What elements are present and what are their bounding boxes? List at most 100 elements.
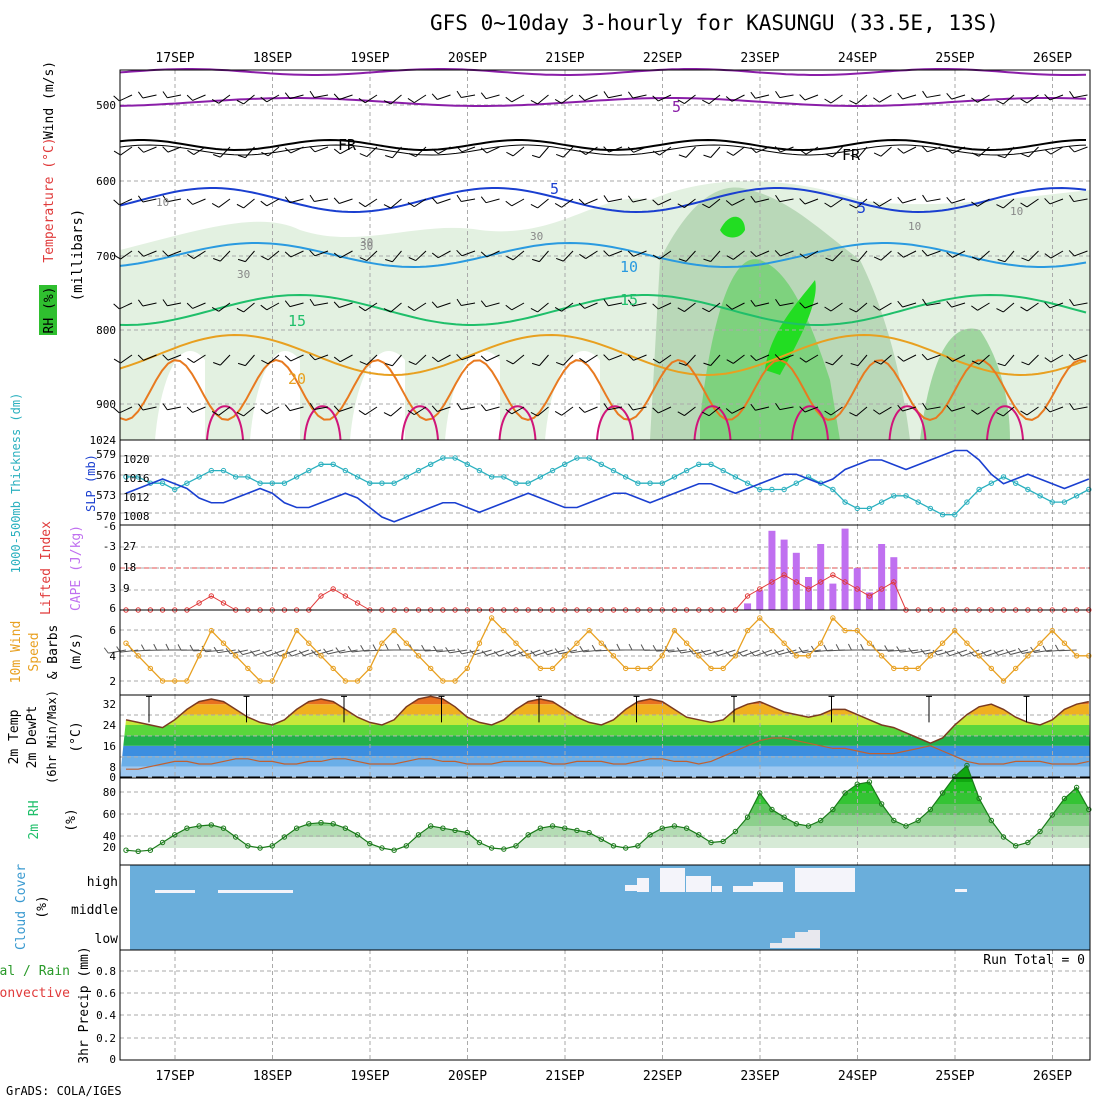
thickness-line [126,457,1090,516]
barb-flag [971,305,978,311]
barb-flag [383,412,392,417]
barb-flag [186,94,193,101]
wind-barb [578,198,598,205]
barb-flag [824,306,832,312]
wind-speed-line-point [854,627,860,634]
lifted-index-line-point [208,593,215,599]
barb-flag [579,253,587,259]
barb-flag [518,650,524,657]
wind-barb [554,406,574,416]
wind-barb [946,146,966,154]
rh-line-point [817,817,824,824]
barb-staff [804,94,819,101]
wind-barb [1020,406,1039,416]
low-cloud [808,930,820,948]
barb-flag [956,651,963,657]
rh-line-point [525,832,531,838]
barb-flag [333,356,341,363]
day-label: 18SEP [253,51,292,66]
barb-staff [486,146,500,154]
barb-staff [977,406,990,415]
wind-barb [237,649,261,656]
thickness-line-point [976,486,982,493]
contour-label: 20 [288,370,306,388]
barb-staff [731,406,745,414]
barb-flag [162,403,168,411]
slp-tick: 1016 [123,472,150,485]
barb-staff [339,146,353,155]
barb-staff [290,250,304,258]
wind-speed-line-point [988,665,995,672]
barb-flag [506,359,514,365]
barb-staff [855,94,868,105]
barb-staff [413,198,427,208]
precip-label-3: 3hr Precip (mm) [77,946,92,1063]
wind-barb [480,354,500,362]
barb-staff [1010,649,1029,655]
wind-barb [506,146,525,157]
wind-barb [531,250,549,263]
rh-line-point [440,825,446,831]
wind-barb [1021,146,1039,158]
barb-flag [333,405,340,412]
barb-flag [652,150,660,156]
barb-staff [1050,354,1064,363]
barb-flag [309,402,315,410]
barb-staff [802,649,821,654]
wind-barb [579,146,598,155]
barb-staff [731,198,745,206]
barb-staff [415,354,427,365]
wind-barb [309,353,329,361]
wind-speed-line-point [903,665,909,672]
barb-staff [880,146,892,157]
barb-staff [413,302,427,312]
barb-flag [542,649,548,656]
rh-band [120,804,1090,815]
barb-flag [1030,646,1035,653]
thickness-line-point [1086,486,1092,493]
rh-line-point [769,806,775,813]
day-label: 24SEP [838,51,877,66]
barb-flag [996,204,1004,209]
barb-flag [922,402,928,410]
barb-staff [731,94,745,102]
barb-flag [260,96,268,103]
thickness-line-point [952,512,958,518]
barb-flag [359,361,367,366]
thickness-line-point [123,474,129,480]
barb-staff [1050,250,1064,259]
barb-flag [358,202,366,208]
barb-staff [437,406,451,412]
wind-barb [407,198,427,208]
barb-flag [1069,90,1075,98]
barb-flag [997,363,1006,367]
thickness-tick: 573 [96,489,116,502]
wind-barb [237,250,255,263]
barb-staff [167,354,182,361]
barb-flag [922,194,928,202]
barb-staff [879,302,892,311]
barb-staff [219,146,231,158]
barb-flag [385,259,393,263]
barb-flag [236,99,244,105]
day-label: 25SEP [935,1069,974,1084]
barb-staff [708,302,721,313]
wind-barb [113,146,133,156]
wind-barb [603,403,623,411]
wind-barb [652,406,672,414]
wind-speed-line-point [379,640,385,646]
barb-staff [245,250,255,262]
barb-flag [480,196,487,203]
barb-flag [456,402,462,410]
precip-label-2: Convective [0,986,70,1001]
wind-barb [284,300,304,308]
wind-barb [187,146,206,156]
rh-line-point [793,821,800,827]
barb-staff [780,354,794,361]
wind-barb [186,406,206,413]
wind-barb [385,354,402,367]
day-label: 26SEP [1033,1069,1072,1084]
barb-flag [749,650,756,657]
barb-staff [926,94,941,98]
